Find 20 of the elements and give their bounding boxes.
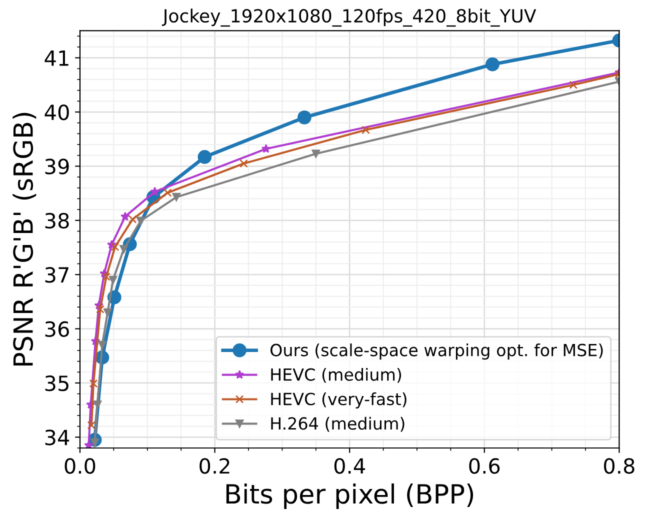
x-tick-label: 0.2 bbox=[200, 458, 230, 474]
x-tick-label: 0.8 bbox=[604, 458, 634, 474]
y-tick-label: 35 bbox=[45, 375, 68, 392]
y-tick-label: 39 bbox=[45, 158, 69, 174]
legend-label: HEVC (medium) bbox=[271, 368, 402, 383]
x-tick-label: 0.0 bbox=[64, 458, 96, 474]
legend-label: H.264 (medium) bbox=[271, 416, 404, 432]
y-axis-title: PSNR R'G'B' (sRGB) bbox=[12, 112, 36, 366]
y-tick-label: 38 bbox=[45, 212, 69, 229]
y-tick-label: 37 bbox=[45, 267, 68, 283]
y-tick-label: 40 bbox=[44, 104, 69, 120]
y-tick-label: 36 bbox=[45, 321, 69, 337]
x-axis-title: Bits per pixel (BPP) bbox=[226, 483, 474, 509]
y-tick-label: 41 bbox=[44, 50, 68, 66]
legend-label: HEVC (very-fast) bbox=[271, 392, 406, 409]
legend-label: Ours (scale-space warping opt. for MSE) bbox=[270, 343, 603, 360]
chart-title: Jockey_1920x1080_120fps_420_8bit_YUV bbox=[162, 8, 536, 27]
x-tick-label: 0.4 bbox=[334, 458, 365, 474]
x-tick-label: 0.6 bbox=[469, 458, 500, 474]
y-tick-label: 34 bbox=[45, 430, 70, 446]
